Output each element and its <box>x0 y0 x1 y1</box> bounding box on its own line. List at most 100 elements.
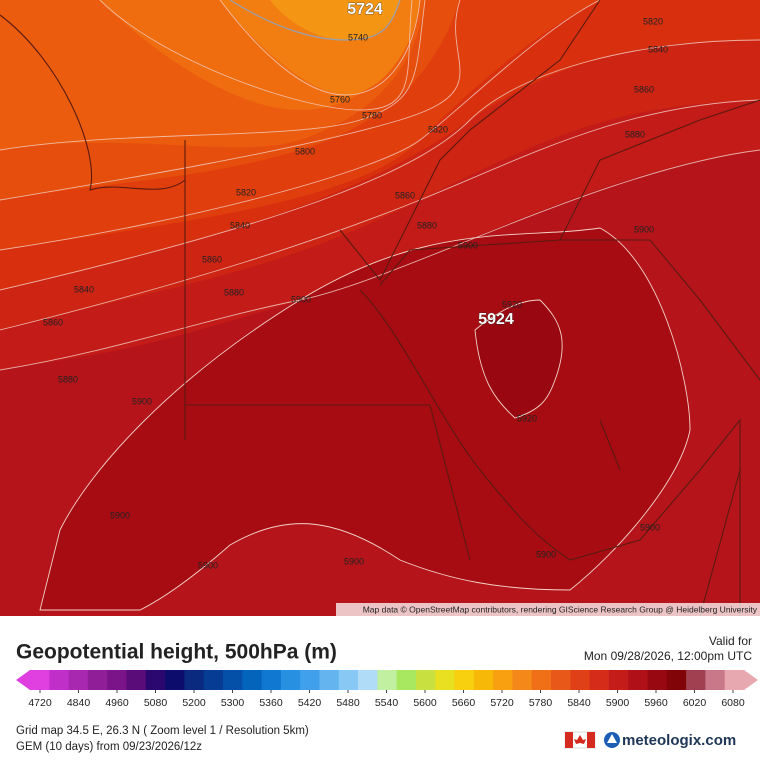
contour-line <box>0 149 760 371</box>
attribution-bg <box>336 603 760 616</box>
contour-label: 5900 <box>291 294 311 304</box>
contour-label: 5880 <box>417 220 437 230</box>
colorbar-segment <box>338 670 359 690</box>
contour-label: 5900 <box>132 396 152 406</box>
contour-label: 5800 <box>295 146 315 156</box>
border <box>559 99 760 241</box>
colorbar-tick-label: 4960 <box>105 697 129 709</box>
colorbar-tick-label: 5080 <box>144 697 168 709</box>
colorbar: 4720 4840 4960 5080 5200 5300 5360 5420 5480 5540… <box>16 670 758 709</box>
coastline <box>0 14 186 191</box>
colorbar-segment <box>30 670 50 690</box>
coastline <box>359 289 741 616</box>
contour-line <box>0 0 601 251</box>
colorbar-segment <box>435 670 456 690</box>
colorbar-segment <box>473 670 494 690</box>
colorbar-tick-label: 5300 <box>221 697 245 709</box>
contour-label: 5900 <box>110 510 130 520</box>
contour-line <box>0 39 760 291</box>
contour-label: 5920 <box>517 413 537 423</box>
logo[interactable]: meteologix.com <box>622 732 736 749</box>
colorbar-arrow <box>744 670 758 690</box>
colorbar-tick-label: 5660 <box>452 697 476 709</box>
contour-label-major: 5924 <box>478 311 514 328</box>
contour-line <box>229 0 401 41</box>
contour-label: 5880 <box>58 374 78 384</box>
colorbar-segment <box>493 670 513 690</box>
valid-label: Valid for <box>709 634 752 648</box>
colorbar-tick-label: 4840 <box>67 697 91 709</box>
contour-label: 5900 <box>634 224 654 234</box>
colorbar-segment <box>126 670 147 690</box>
colorbar-tick-label: 5360 <box>259 697 283 709</box>
contour-label: 5740 <box>348 32 368 42</box>
contour-label: 5840 <box>648 44 668 54</box>
colorbar-segment <box>628 670 649 690</box>
contour-label: 5900 <box>536 549 556 559</box>
colorbar-segment <box>666 670 687 690</box>
colorbar-segment <box>647 670 668 690</box>
contour-label: 5820 <box>643 16 663 26</box>
colorbar-segment <box>280 670 301 690</box>
colorbar-tick-label: 5200 <box>182 697 206 709</box>
canada-flag <box>564 731 596 749</box>
map: 5724 5740 5820 5840 5760 5780 5860 5820 5880 5800… <box>0 0 760 616</box>
colorbar-arrow <box>16 670 30 690</box>
colorbar-segment <box>319 670 340 690</box>
contour-label: 5860 <box>634 84 654 94</box>
colorbar-segment <box>724 670 745 690</box>
colorbar-tick-label: 5840 <box>567 697 591 709</box>
colorbar-tick-label: 5960 <box>644 697 668 709</box>
band-5720 <box>270 0 400 40</box>
colorbar-tick-label: 5540 <box>375 697 399 709</box>
contour-label: 5840 <box>74 284 94 294</box>
colorbar-segment <box>107 670 127 690</box>
border <box>184 140 471 561</box>
contour-line <box>0 0 461 201</box>
attribution: Map data © OpenStreetMap contributors, r… <box>363 604 758 614</box>
contour-label: 5880 <box>625 129 645 139</box>
colorbar-segment <box>49 670 70 690</box>
contour-label: 5900 <box>344 556 364 566</box>
colorbar-segment <box>145 670 166 690</box>
colorbar-segment <box>589 670 610 690</box>
colorbar-segment <box>454 670 475 690</box>
contour-line <box>99 0 413 111</box>
contour-label: 5820 <box>428 124 448 134</box>
legend-panel: Geopotential height, 500hPa (m) Valid fo… <box>0 616 760 760</box>
colorbar-segment <box>705 670 726 690</box>
border <box>599 419 741 616</box>
contour-label: 5880 <box>224 287 244 297</box>
colorbar-segment <box>242 670 263 690</box>
colorbar-segment <box>222 670 243 690</box>
colorbar-segment <box>377 670 398 690</box>
colorbar-segment <box>184 670 205 690</box>
colorbar-segment <box>358 670 378 690</box>
colorbar-segment <box>608 670 629 690</box>
colorbar-segment <box>68 670 89 690</box>
contour-label: 5920 <box>502 299 522 309</box>
colorbar-tick-label: 4720 <box>28 697 52 709</box>
band-5924 <box>474 299 563 419</box>
colorbar-tick-label: 6020 <box>683 697 707 709</box>
border <box>339 0 601 282</box>
title: Geopotential height, 500hPa (m) <box>16 641 337 664</box>
contour-label: 5840 <box>230 220 250 230</box>
model-info: GEM (10 days) from 09/23/2026/12z <box>16 741 202 753</box>
colorbar-segment <box>570 670 591 690</box>
colorbar-tick-label: 5720 <box>490 697 514 709</box>
grid-info: Grid map 34.5 E, 26.3 N ( Zoom level 1 /… <box>16 725 309 737</box>
colorbar-tick-label: 6080 <box>721 697 745 709</box>
contour-label-major: 5724 <box>347 1 383 18</box>
contour-label: 5760 <box>330 94 350 104</box>
contour-label: 5860 <box>395 190 415 200</box>
logo-icon <box>607 734 617 743</box>
contour-label: 5900 <box>640 522 660 532</box>
colorbar-segment <box>512 670 533 690</box>
colorbar-segment <box>396 670 417 690</box>
contour-label: 5860 <box>202 254 222 264</box>
colorbar-segment <box>203 670 224 690</box>
contour-line <box>219 0 421 96</box>
colorbar-tick-label: 5780 <box>529 697 553 709</box>
